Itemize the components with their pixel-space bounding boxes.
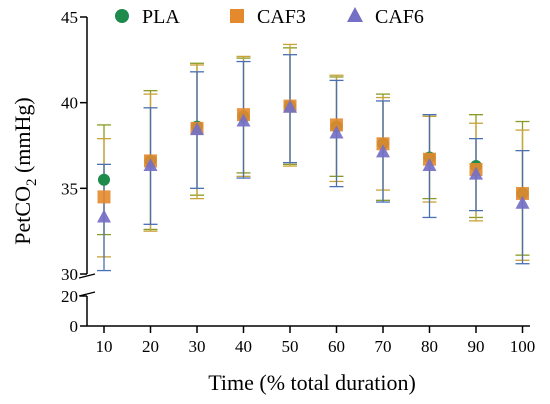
x-tick-label: 10 (96, 337, 113, 356)
data-point (376, 137, 390, 151)
legend-label: CAF6 (375, 6, 424, 28)
y-axis-title-unit: (mmHg) (10, 97, 35, 178)
legend-label: CAF3 (257, 6, 306, 28)
data-point (515, 195, 530, 209)
legend-marker-square (230, 9, 244, 23)
x-axis-title: Time (% total duration) (208, 370, 416, 395)
y-tick-label: 0 (70, 317, 79, 336)
x-tick-label: 80 (421, 337, 438, 356)
x-tick-label: 40 (235, 337, 252, 356)
markers-caf3 (97, 99, 529, 204)
x-tick-label: 70 (375, 337, 392, 356)
x-tick-label: 50 (282, 337, 299, 356)
data-point (329, 125, 344, 139)
y-tick-label: 20 (61, 287, 78, 306)
x-tick-label: 60 (328, 337, 345, 356)
data-point (283, 99, 297, 113)
y-tick-label: 30 (61, 265, 78, 284)
axes (78, 16, 530, 333)
legend-label: PLA (142, 6, 180, 28)
error-bars-caf3 (97, 43, 530, 261)
y-tick-label: 35 (61, 179, 78, 198)
markers-pla (98, 100, 529, 200)
y-tick-label: 40 (61, 94, 78, 113)
data-point (376, 144, 390, 158)
data-point (422, 158, 437, 172)
data-point (143, 158, 158, 172)
tick-labels: 45 40 35 30 20 0 10 20 30 40 50 60 70 80 90 100 (61, 8, 535, 356)
markers-caf6 (97, 99, 530, 223)
y-axis-title-main: PetCO (10, 186, 35, 245)
legend-item-caf6: CAF6 (347, 6, 424, 28)
x-tick-label: 30 (189, 337, 206, 356)
error-bars (97, 43, 530, 272)
legend-item-caf3: CAF3 (230, 6, 306, 28)
legend: PLA CAF3 CAF6 (115, 6, 424, 28)
data-markers (97, 99, 530, 223)
x-tick-label: 90 (468, 337, 485, 356)
x-tick-label: 100 (510, 337, 536, 356)
data-point (236, 113, 251, 127)
data-point (190, 122, 204, 136)
legend-marker-circle (115, 9, 129, 23)
error-bars-pla (97, 47, 530, 256)
data-point (98, 173, 110, 186)
data-point (516, 186, 529, 200)
y-tick-label: 45 (61, 8, 78, 27)
axis-break-mark (78, 273, 96, 279)
legend-item-pla: PLA (115, 6, 180, 28)
x-tick-label: 20 (142, 337, 159, 356)
error-bars-caf6 (97, 54, 530, 272)
legend-marker-triangle (347, 7, 363, 22)
data-point (97, 209, 111, 223)
data-point (469, 166, 483, 180)
y-axis-title-subscript: 2 (24, 179, 40, 187)
y-axis-title: PetCO2 (mmHg) (10, 97, 40, 244)
data-point (330, 118, 343, 132)
data-point (97, 190, 111, 204)
